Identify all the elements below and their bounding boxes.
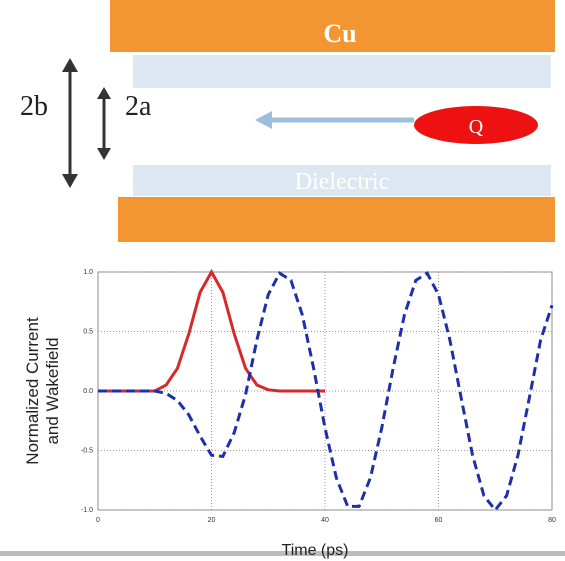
x-tick-label: 60 — [435, 517, 443, 524]
y-tick-label: -1.0 — [81, 507, 93, 514]
copper-bottom — [118, 197, 555, 242]
y-tick-label: 0.5 — [83, 329, 93, 336]
dielectric-label: Dielectric — [295, 169, 390, 195]
x-tick-label: 80 — [548, 517, 556, 524]
charge-label: Q — [469, 116, 484, 138]
charge — [414, 106, 538, 144]
inner-label: 2a — [125, 91, 152, 122]
y-tick-label: -0.5 — [81, 448, 93, 455]
chart: -1.0 -0.5 0.0 0.5 1.0 0 20 40 60 80 Normalized Cur… — [23, 268, 556, 559]
dielectric-bottom — [133, 165, 551, 196]
y-tick-label: 1.0 — [83, 269, 93, 276]
outer-label: 2b — [20, 91, 48, 122]
series-line — [98, 271, 554, 513]
motion-arrowhead — [255, 111, 272, 129]
arrows — [62, 58, 111, 188]
copper-top — [110, 0, 555, 52]
y-tick-label: 0.0 — [83, 388, 93, 395]
x-tick-label: 40 — [321, 517, 329, 524]
dielectric-top — [133, 55, 551, 88]
y-axis-label: Normalized Current — [23, 317, 42, 465]
x-axis-label: Time (ps) — [282, 542, 349, 559]
divider — [0, 551, 565, 556]
x-tick-label: 0 — [96, 517, 100, 524]
y-axis-label: and Wakefield — [43, 337, 62, 444]
series-line — [98, 268, 325, 393]
cu-label: Cu — [323, 19, 356, 48]
x-tick-label: 20 — [208, 517, 216, 524]
